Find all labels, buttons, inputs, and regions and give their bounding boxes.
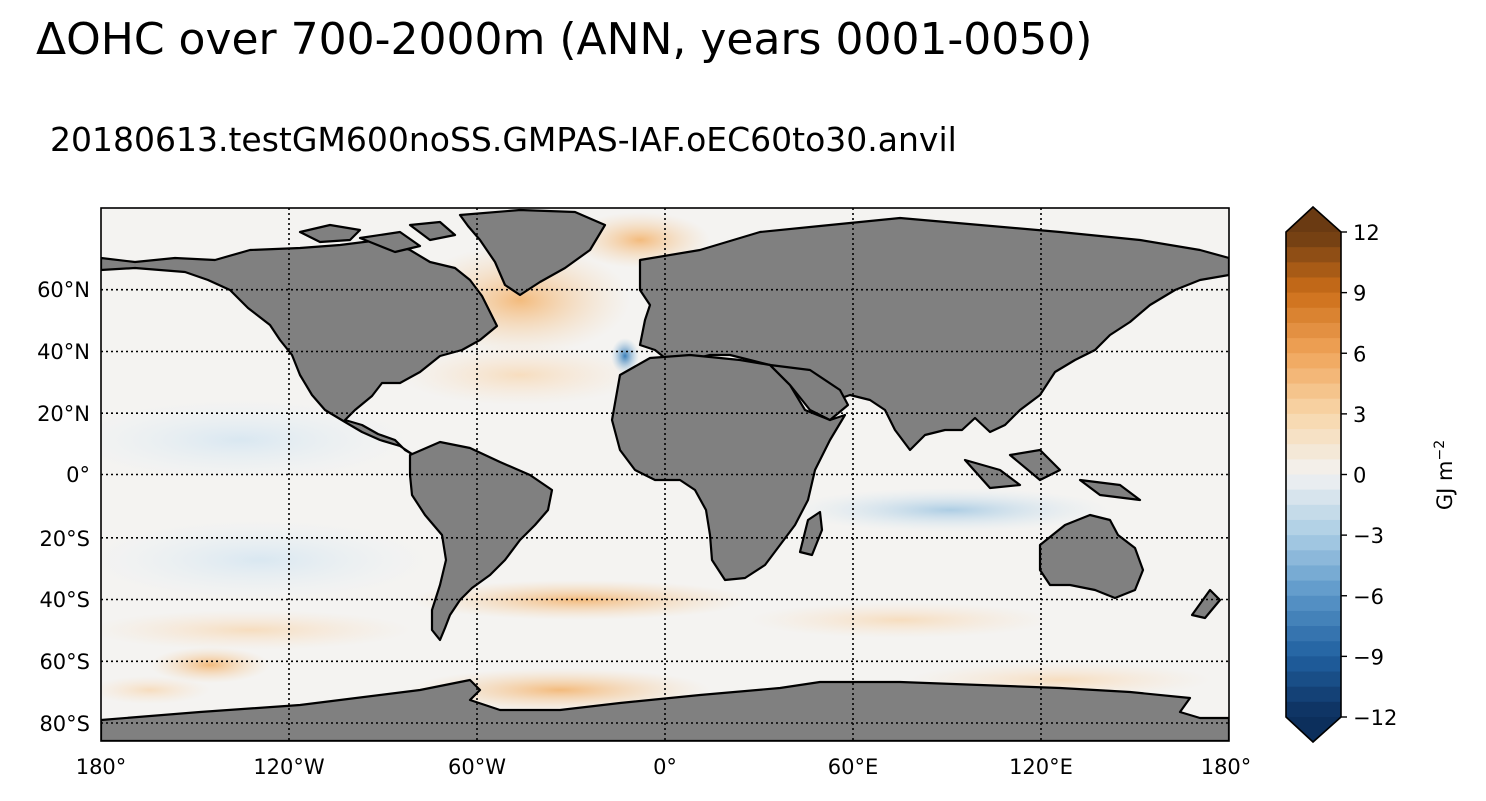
anomaly-southern-indian [750, 602, 1050, 638]
colorbar-tick-label: −9 [1353, 645, 1384, 669]
colorbar-tick-label: 9 [1353, 282, 1366, 306]
anomaly-pacific-south-blue [101, 520, 430, 600]
colorbar-band [1286, 595, 1341, 612]
map-frame [100, 207, 1230, 742]
lat-tick-label: 40°S [39, 588, 90, 612]
colorbar-band [1286, 413, 1341, 430]
anomaly-south-pacific-orange [150, 647, 270, 683]
lon-tick-label: 180° [76, 755, 127, 779]
colorbar-band [1286, 444, 1341, 460]
land-new-zealand [1190, 588, 1222, 620]
lon-tick-labels: 180° 120°W 60°W 0° 60°E 120°E 180° [76, 755, 1252, 779]
land-arabia [768, 363, 850, 422]
colorbar-band [1286, 701, 1341, 718]
colorbar-band [1286, 322, 1341, 339]
anomaly-indian-ocean-blue [790, 488, 1110, 532]
colorbar-tick-label: −12 [1353, 706, 1397, 730]
colorbar-tick-label: 12 [1353, 221, 1380, 245]
figure-title: ΔOHC over 700-2000m (ANN, years 0001-005… [36, 14, 1093, 65]
colorbar-band [1286, 610, 1341, 627]
colorbar-extend-max [1286, 207, 1341, 232]
colorbar-band [1286, 519, 1341, 536]
colorbar-band [1286, 565, 1341, 582]
colorbar-band [1286, 686, 1341, 703]
lat-tick-label: 20°N [37, 402, 90, 426]
colorbar-band [1286, 262, 1341, 279]
land-southeast-asia-islands [963, 448, 1142, 502]
colorbar-tick-label: 0 [1353, 464, 1366, 488]
colorbar-tick-label: 6 [1353, 342, 1366, 366]
gridlines [101, 208, 1229, 741]
colorbar-band [1286, 474, 1341, 491]
colorbar-band [1286, 656, 1341, 673]
colorbar-band [1286, 292, 1341, 309]
colorbar-band [1286, 429, 1341, 445]
lat-tick-label: 20°S [39, 527, 90, 551]
colorbar-band [1286, 353, 1341, 370]
land-antarctica [101, 678, 1229, 741]
colorbar-band [1286, 671, 1341, 688]
colorbar-band [1286, 580, 1341, 597]
colorbar-band [1286, 383, 1341, 400]
lon-tick-label: 180° [1201, 755, 1252, 779]
land-madagascar [798, 510, 824, 557]
colorbar-extend-min [1286, 717, 1341, 742]
colorbar-label: GJ m−2 [1432, 440, 1457, 510]
lat-tick-label: 40°N [37, 340, 90, 364]
lat-tick-label: 60°N [37, 278, 90, 302]
lon-tick-label: 60°E [828, 755, 879, 779]
anomaly-pacific-north-blue [101, 400, 410, 480]
lon-tick-label: 120°E [1009, 755, 1073, 779]
colorbar-band [1286, 232, 1341, 248]
land-greenland [458, 208, 607, 297]
anomaly-gulf-stream [400, 345, 640, 405]
colorbar-band [1286, 398, 1341, 415]
land-masses [101, 208, 1229, 741]
colorbar-band [1286, 641, 1341, 657]
colorbar-band [1286, 489, 1341, 506]
colorbar-band [1286, 504, 1341, 521]
lat-tick-label: 0° [66, 463, 90, 487]
colorbar-band [1286, 277, 1341, 294]
colorbar-band [1286, 459, 1341, 476]
land-australia [1038, 513, 1145, 600]
colorbar-band [1286, 368, 1341, 385]
colorbar: 12 9 6 3 0 −3 −6 −9 −12 GJ m−2 [1285, 205, 1457, 744]
colorbar-band [1286, 307, 1341, 324]
colorbar-bands [1286, 232, 1341, 718]
land-north-america-islands [298, 220, 457, 254]
lat-tick-labels: 60°N 40°N 20°N 0° 20°S 40°S 60°S 80°S [37, 278, 90, 736]
land-south-america [408, 440, 554, 642]
colorbar-tick-label: −6 [1353, 585, 1384, 609]
lat-tick-label: 60°S [39, 650, 90, 674]
colorbar-tick-label: 3 [1353, 403, 1366, 427]
colorbar-band [1286, 550, 1341, 567]
lon-tick-label: 0° [653, 755, 677, 779]
colorbar-band [1286, 626, 1341, 642]
lat-tick-label: 80°S [39, 712, 90, 736]
lon-tick-label: 60°W [448, 755, 506, 779]
anomaly-iberia-blue [611, 338, 639, 374]
lon-tick-label: 120°W [253, 755, 325, 779]
anomaly-southern-ocean-west [101, 610, 410, 650]
anomaly-ross-sea [101, 676, 210, 704]
colorbar-band [1286, 338, 1341, 354]
colorbar-band [1286, 247, 1341, 263]
figure-subtitle: 20180613.testGM600noSS.GMPAS-IAF.oEC60to… [50, 120, 957, 159]
colorbar-band [1286, 535, 1341, 551]
colorbar-ticks: 12 9 6 3 0 −3 −6 −9 −12 [1341, 221, 1397, 730]
colorbar-tick-label: −3 [1353, 524, 1384, 548]
